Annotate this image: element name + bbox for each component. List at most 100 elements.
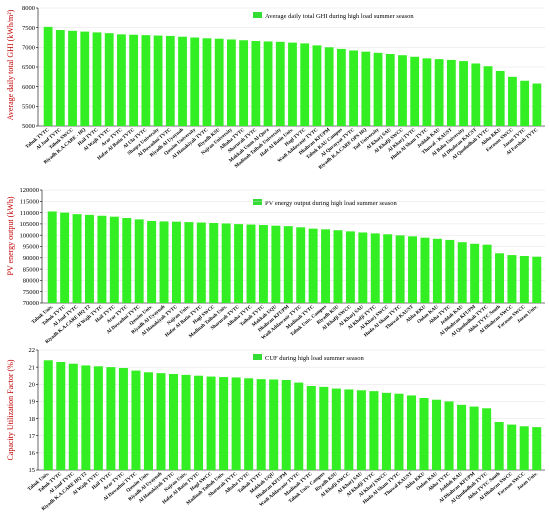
ghi-bar [398,55,407,127]
pv-bar [507,255,517,303]
ghi-bar [80,31,90,127]
pv-bar [184,222,194,303]
pv-bar [159,221,169,303]
cuf-bar [507,424,517,470]
ghi-bar [68,30,77,127]
cuf-y-tick-label: 17 [29,433,36,440]
ghi-y-axis-label: Average daily total GHI (kWh/m²) [6,9,15,120]
ghi-bar [532,83,542,126]
cuf-bar [432,399,442,470]
pv-bar [283,226,293,303]
ghi-bar [349,50,358,127]
pv-y-tick-label: 80000 [23,278,39,285]
pv-bar [495,253,504,303]
pv-bar [408,236,418,303]
ghi-bar [141,35,151,126]
cuf-bar [532,427,542,470]
pv-bar [47,211,57,303]
ghi-bar [410,56,420,127]
pv-y-tick-label: 110000 [20,210,39,217]
pv-bar [333,230,343,303]
ghi-bar [422,58,432,127]
pv-bar [72,214,82,303]
pv-bar [321,229,331,303]
ghi-y-tick-label: 7500 [22,25,35,32]
pv-bar [457,242,467,303]
pv-y-tick-label: 95000 [23,244,39,251]
pv-bar [234,224,244,303]
ghi-y-tick-label: 5500 [22,104,35,111]
cuf-bar [519,426,529,470]
ghi-bar [275,41,285,126]
cuf-bar [281,380,291,470]
cuf-y-tick-label: 16 [29,450,36,457]
ghi-bar [129,34,139,126]
cuf-bar [306,386,316,470]
pv-y-tick-label: 105000 [20,221,40,228]
cuf-bar [331,388,341,470]
pv-y-tick-label: 115000 [20,199,39,206]
ghi-bar [373,52,383,127]
ghi-bar [104,33,114,126]
ghi-bar [251,41,261,126]
ghi-bar [214,38,224,126]
cuf-bar [43,360,53,470]
pv-bar [420,237,430,303]
pv-bar [60,212,70,303]
cuf-bar [469,406,479,470]
pv-bar [221,223,231,303]
pv-bar [134,219,144,303]
pv-bar [345,231,355,303]
cuf-y-tick-label: 20 [29,381,36,388]
ghi-legend-label: Average daily total GHI during high load… [265,13,414,20]
ghi-y-tick-label: 5000 [22,123,35,130]
cuf-y-tick-label: 18 [29,416,36,423]
ghi-bar [312,45,322,126]
pv-bar [296,227,306,303]
cuf-bar [194,375,204,470]
cuf-bar [269,379,279,470]
pv-bar [271,225,281,303]
ghi-bar [361,51,371,126]
ghi-bar [165,35,175,126]
pv-bar [482,244,492,303]
ghi-y-tick-label: 6500 [22,64,35,71]
ghi-bar [263,41,273,126]
pv-y-tick-label: 120000 [20,187,40,194]
pv-y-tick-label: 75000 [23,289,39,296]
pv-bar [470,243,480,303]
cuf-chart: Capacity Utilization Factor (%) CUF duri… [6,347,545,512]
pv-bar [109,216,119,303]
pv-bar [122,218,132,303]
ghi-bar [55,30,65,127]
ghi-bar [227,39,236,126]
pv-bar [358,232,368,303]
cuf-y-axis-label: Capacity Utilization Factor (%) [6,359,15,460]
ghi-y-tick-label: 8000 [22,5,35,12]
pv-bar [308,228,318,303]
ghi-bar [153,35,163,126]
ghi-bar [178,36,187,126]
pv-bar [432,238,442,303]
pv-y-tick-label: 85000 [23,266,39,273]
cuf-y-tick-label: 22 [29,347,36,354]
cuf-y-tick-label: 21 [29,364,36,371]
pv-y-tick-label: 70000 [23,300,39,307]
pv-bar [246,224,256,303]
pv-bar [258,225,268,303]
cuf-bar [169,374,179,470]
cuf-bar [219,377,229,470]
cuf-bar [256,379,266,470]
cuf-bar [319,386,329,470]
ghi-bar [520,80,530,126]
ghi-bar [300,43,310,126]
pv-bar [196,222,206,303]
cuf-bar [56,362,66,470]
pv-bar [532,256,542,303]
ghi-bar [495,70,505,126]
ghi-bar [471,63,481,126]
ghi-bar [483,66,493,126]
ghi-bar [508,76,517,126]
cuf-bar [231,377,241,470]
pv-legend-swatch [253,199,262,205]
